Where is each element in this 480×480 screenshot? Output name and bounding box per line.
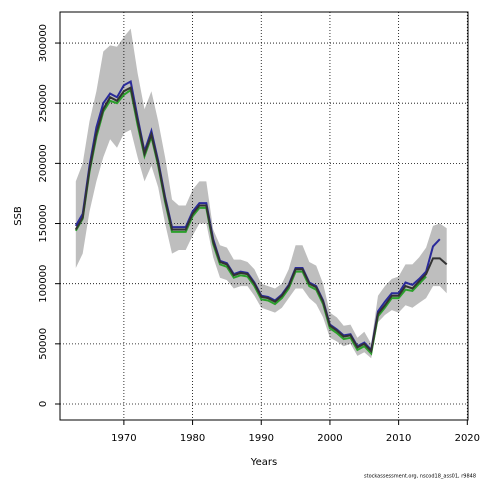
x-axis-label: Years (250, 457, 277, 468)
x-tick-label: 2000 (317, 433, 342, 444)
y-tick-label: 150000 (38, 204, 49, 242)
series-line (74, 86, 448, 354)
confidence-band (75, 28, 447, 359)
y-tick-label: 250000 (38, 84, 49, 122)
x-tick-label: 2010 (386, 433, 411, 444)
footnote: stockassessment.org, nscod18_ass01, r984… (364, 474, 476, 480)
x-tick-label: 2020 (455, 433, 480, 444)
x-tick-label: 1980 (180, 433, 205, 444)
y-axis-label: SSB (13, 206, 24, 226)
y-tick-label: 50000 (38, 328, 49, 360)
x-tick-label: 1990 (249, 433, 274, 444)
y-tick-label: 0 (38, 401, 49, 407)
x-tick-label: 1970 (111, 433, 136, 444)
y-tick-label: 200000 (38, 144, 49, 182)
y-tick-label: 300000 (38, 24, 49, 62)
y-tick-label: 100000 (38, 265, 49, 303)
plot-frame (59, 11, 469, 421)
